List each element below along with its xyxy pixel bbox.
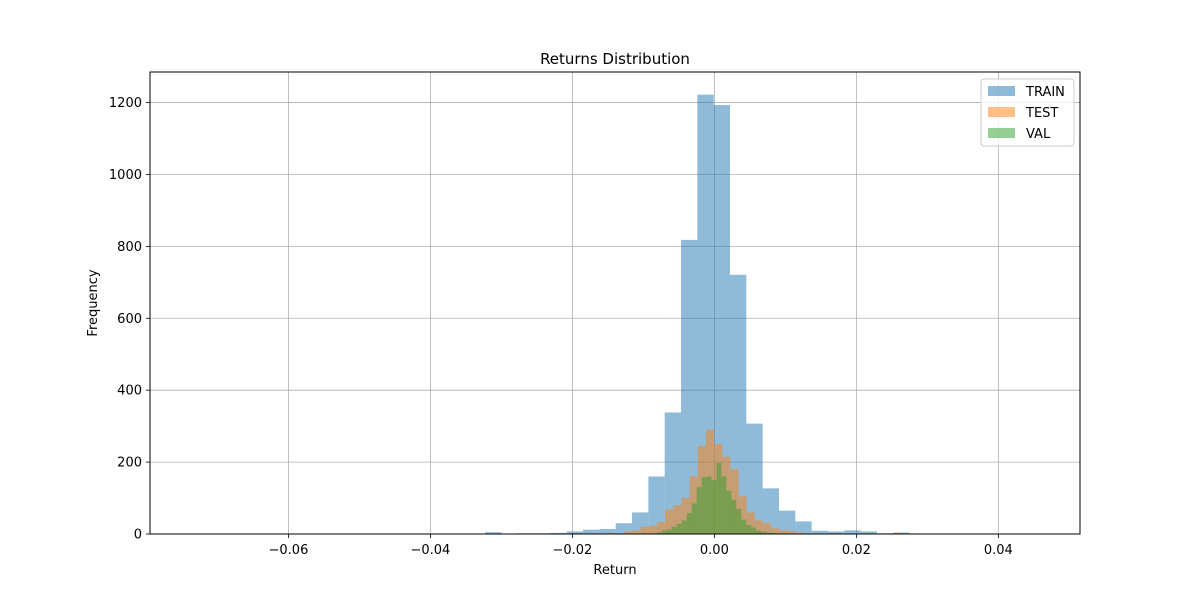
histogram-bar-test: [754, 520, 764, 534]
series-val: [624, 462, 796, 534]
histogram-bar-val: [746, 525, 752, 534]
histogram-bar-train: [762, 488, 779, 534]
histogram-bar-test: [624, 531, 633, 534]
histogram-bar-val: [686, 513, 692, 534]
histogram-bar-val: [751, 527, 757, 534]
histogram-bar-val: [661, 530, 667, 534]
y-tick-label: 1200: [109, 96, 142, 111]
histogram-bar-train: [844, 530, 861, 534]
histogram-bar-train: [778, 510, 796, 534]
histogram-bar-val: [726, 490, 732, 534]
histogram-bar-train: [746, 423, 763, 534]
histogram-bar-test: [640, 526, 649, 534]
histogram-bar-test: [894, 532, 903, 534]
histogram-bar-train: [681, 239, 698, 534]
histogram-bar-train: [730, 274, 747, 534]
histogram-bar-val: [711, 480, 717, 534]
legend-swatch-test: [988, 107, 1015, 117]
histogram-bar-val: [676, 523, 682, 534]
histogram-bar-val: [671, 526, 677, 534]
histogram-bar-train: [664, 412, 682, 534]
histogram-bar-train: [566, 531, 584, 534]
x-axis-label: Return: [593, 563, 636, 578]
histogram-bar-val: [696, 487, 702, 534]
legend-label-train: TRAIN: [1025, 85, 1065, 100]
histogram-bar-test: [746, 512, 755, 534]
histogram-bar-test: [763, 523, 772, 534]
histogram-bar-test: [632, 530, 641, 534]
histogram-bar-test: [673, 505, 682, 534]
legend-label-test: TEST: [1025, 106, 1058, 121]
histogram-bar-val: [666, 529, 672, 534]
histogram-bar-test: [795, 532, 804, 534]
histogram-bar-test: [665, 509, 674, 534]
x-tick-label: 0.02: [842, 543, 871, 558]
histogram-bar-test: [681, 498, 690, 534]
histogram-bar-train: [648, 476, 665, 534]
histogram-bar-val: [766, 532, 772, 534]
y-tick-label: 800: [117, 240, 142, 255]
grid-layer: [150, 72, 1080, 535]
histogram-bar-train: [485, 532, 502, 534]
histogram-bar-val: [681, 520, 687, 534]
histogram-bar-val: [771, 532, 777, 534]
histogram-bar-val: [736, 508, 742, 534]
histogram-bar-train: [697, 94, 714, 535]
histogram-bar-train: [827, 531, 845, 534]
histogram-bar-val: [716, 462, 722, 534]
histogram-bar-test: [779, 530, 788, 534]
legend-swatch-val: [988, 128, 1015, 138]
histogram-bar-val: [761, 531, 767, 534]
histogram-bar-test: [787, 531, 796, 534]
histogram-bar-val: [741, 519, 747, 534]
y-axis-label: Frequency: [86, 269, 101, 336]
histogram-bar-val: [691, 503, 697, 534]
histogram-bar-train: [583, 529, 600, 534]
x-tick-label: −0.06: [269, 543, 309, 558]
histogram-bar-train: [860, 531, 877, 534]
histogram-bar-train: [713, 105, 731, 535]
histogram-bar-test: [648, 525, 657, 534]
legend: TRAIN TEST VAL: [980, 78, 1075, 147]
histogram-bar-val: [756, 530, 762, 534]
x-tick-label: −0.04: [410, 543, 450, 558]
y-tick-label: 1000: [109, 168, 142, 183]
histogram-bar-train: [811, 530, 828, 534]
series-train: [192, 94, 1041, 535]
histogram-bar-test: [738, 496, 747, 534]
y-tick-label: 200: [117, 456, 142, 471]
ticks-layer: −0.06 −0.04 −0.02 0.00 0.02 0.04 0 200 400 600 800…: [109, 96, 1013, 558]
histogram-bar-val: [706, 476, 712, 534]
legend-swatch-train: [988, 86, 1015, 96]
chart-title: Returns Distribution: [540, 50, 690, 68]
y-tick-label: 400: [117, 384, 142, 399]
histogram-bar-test: [607, 532, 617, 534]
axes-frame: [149, 71, 1081, 535]
bars-layer: [192, 94, 1041, 535]
y-tick-label: 0: [134, 528, 142, 543]
legend-label-val: VAL: [1026, 127, 1051, 142]
histogram-bar-val: [656, 532, 662, 534]
histogram-bar-test: [771, 528, 780, 534]
histogram-bar-val: [731, 499, 737, 534]
y-tick-label: 600: [117, 312, 142, 327]
histogram-bar-train: [795, 521, 812, 534]
histogram-bar-train: [550, 532, 567, 534]
histogram-bar-test: [828, 532, 837, 534]
histogram-bar-val: [721, 476, 727, 534]
x-tick-label: −0.02: [552, 543, 592, 558]
x-tick-label: 0.00: [700, 543, 729, 558]
histogram-bar-val: [701, 477, 707, 534]
histogram-bar-train: [615, 523, 633, 534]
histogram-bar-test: [656, 522, 666, 534]
histogram-bar-train: [599, 528, 616, 534]
x-tick-label: 0.04: [984, 543, 1013, 558]
